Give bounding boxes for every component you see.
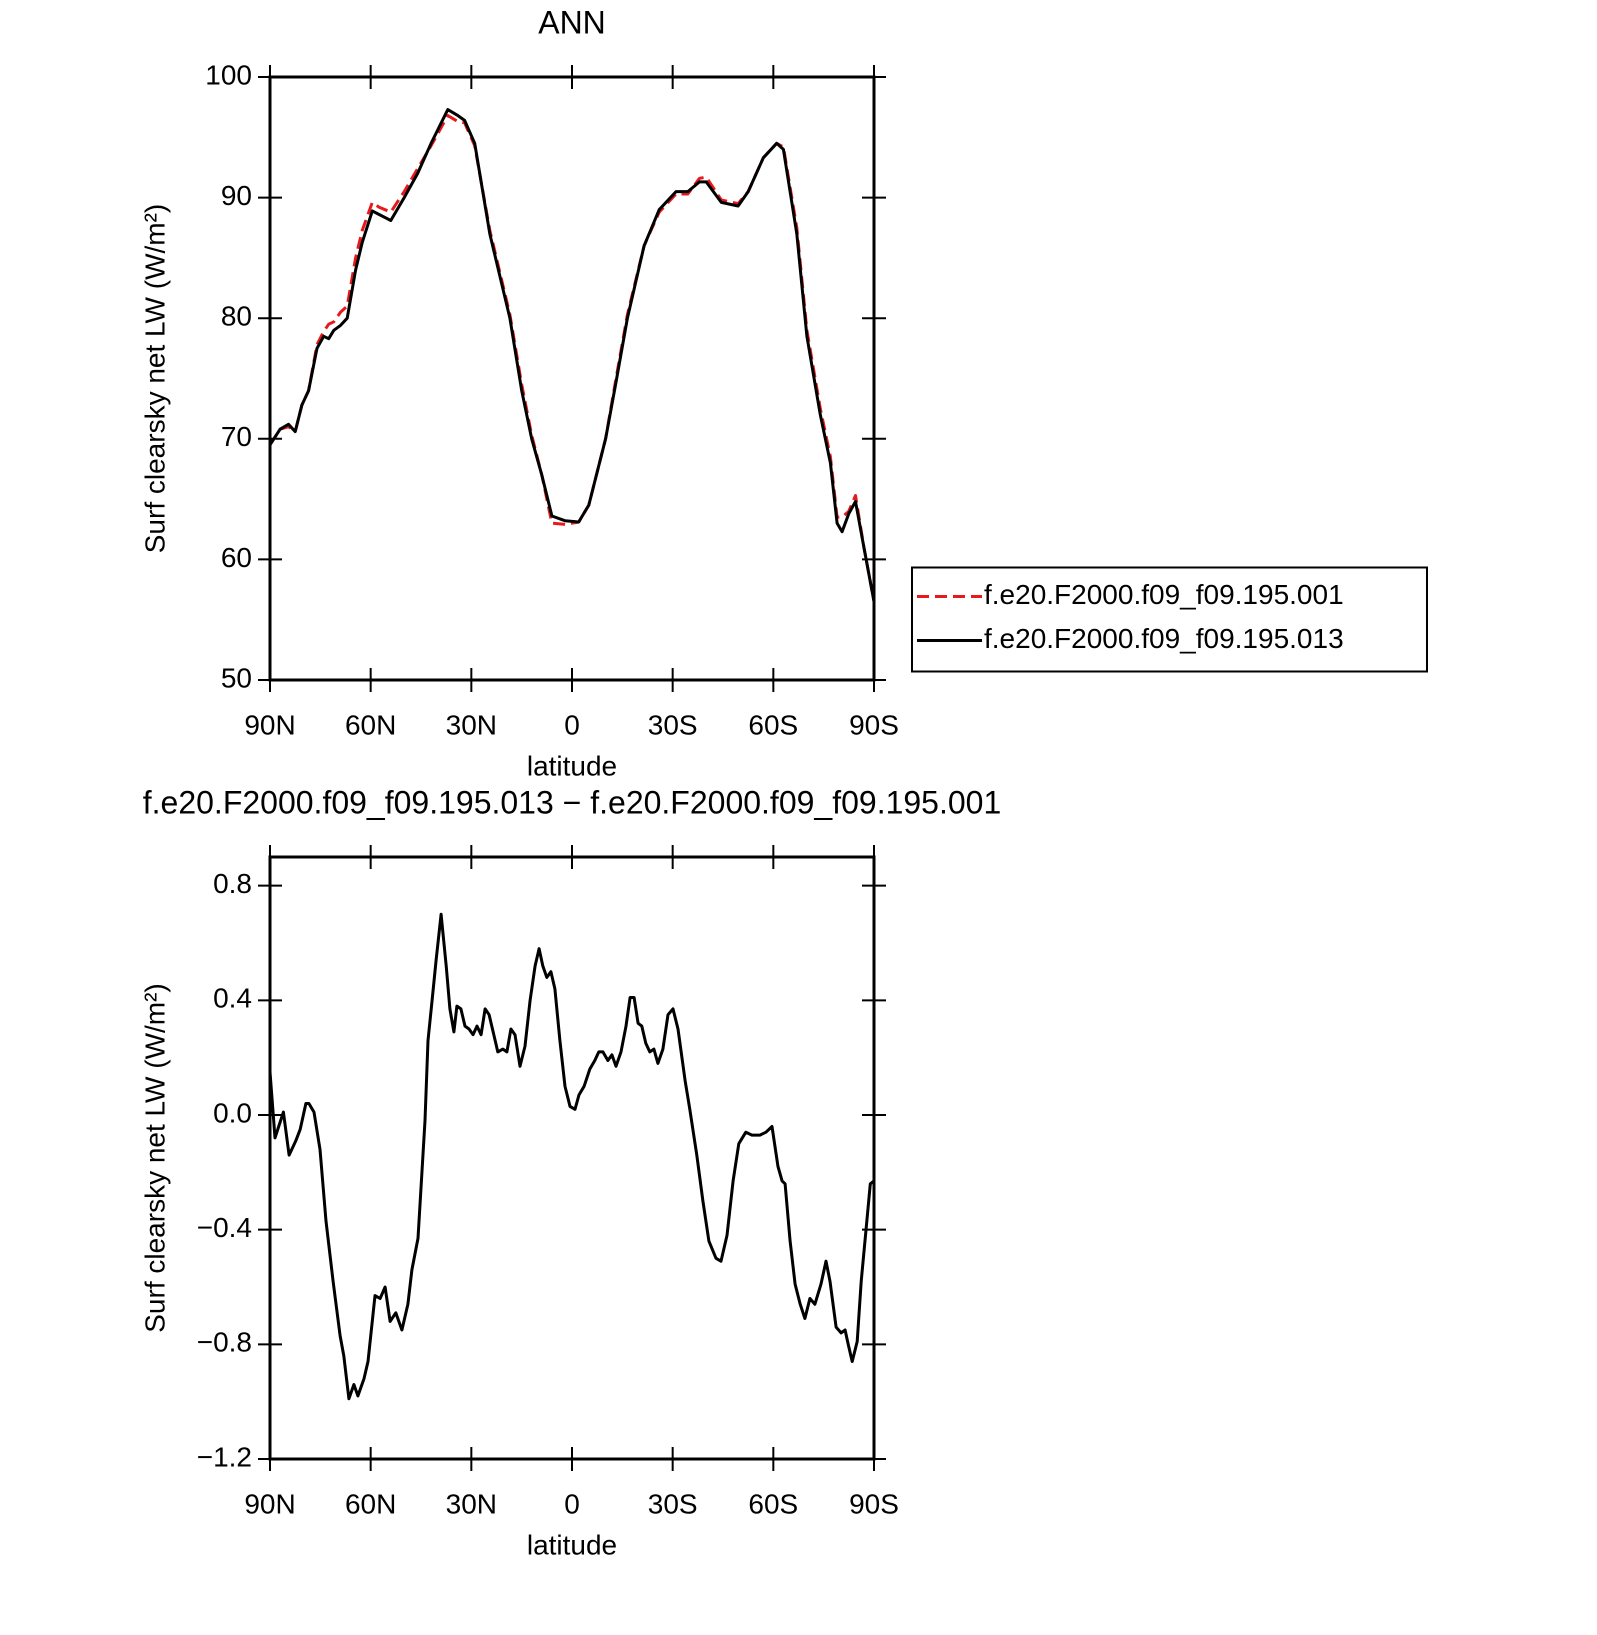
y-tick-label: 50 xyxy=(221,662,252,693)
x-tick-label: 60N xyxy=(345,709,396,740)
y-tick-label: 60 xyxy=(221,542,252,573)
legend-box xyxy=(911,566,1428,673)
x-tick-label: 30S xyxy=(648,1488,698,1519)
data-line xyxy=(268,114,876,602)
x-tick-label: 90S xyxy=(849,709,899,740)
plot-frame xyxy=(268,75,876,682)
chart-title: ANN xyxy=(538,4,606,40)
x-tick-label: 30N xyxy=(446,1488,497,1519)
data-line xyxy=(268,912,875,1401)
y-tick-label: 100 xyxy=(205,59,252,90)
legend-label: f.e20.F2000.f09_f09.195.013 xyxy=(984,623,1344,654)
y-tick-label: −1.2 xyxy=(197,1441,252,1472)
x-tick-label: 0 xyxy=(564,1488,580,1519)
legend-label: f.e20.F2000.f09_f09.195.001 xyxy=(984,579,1344,610)
y-axis-label: Surf clearsky net LW (W/m²) xyxy=(139,983,170,1333)
y-tick-label: 90 xyxy=(221,180,252,211)
plot-frame xyxy=(268,855,876,1461)
data-line xyxy=(268,108,876,602)
chart-title: f.e20.F2000.f09_f09.195.013 − f.e20.F200… xyxy=(143,784,1002,820)
y-tick-label: 80 xyxy=(221,301,252,332)
x-tick-label: 90N xyxy=(244,1488,295,1519)
x-tick-label: 60S xyxy=(748,709,798,740)
x-tick-label: 30N xyxy=(446,709,497,740)
y-tick-label: 0.4 xyxy=(213,983,252,1014)
x-tick-label: 90S xyxy=(849,1488,899,1519)
x-tick-label: 60N xyxy=(345,1488,396,1519)
y-tick-label: 70 xyxy=(221,421,252,452)
y-axis-label: Surf clearsky net LW (W/m²) xyxy=(139,204,170,554)
y-tick-label: 0.8 xyxy=(213,868,252,899)
x-tick-label: 30S xyxy=(648,709,698,740)
x-tick-label: 90N xyxy=(244,709,295,740)
x-axis-label: latitude xyxy=(527,1529,617,1560)
y-tick-label: −0.4 xyxy=(197,1212,252,1243)
y-tick-label: −0.8 xyxy=(197,1327,252,1358)
y-tick-label: 0.0 xyxy=(213,1097,252,1128)
x-tick-label: 60S xyxy=(748,1488,798,1519)
x-axis-label: latitude xyxy=(527,750,617,781)
x-tick-label: 0 xyxy=(564,709,580,740)
